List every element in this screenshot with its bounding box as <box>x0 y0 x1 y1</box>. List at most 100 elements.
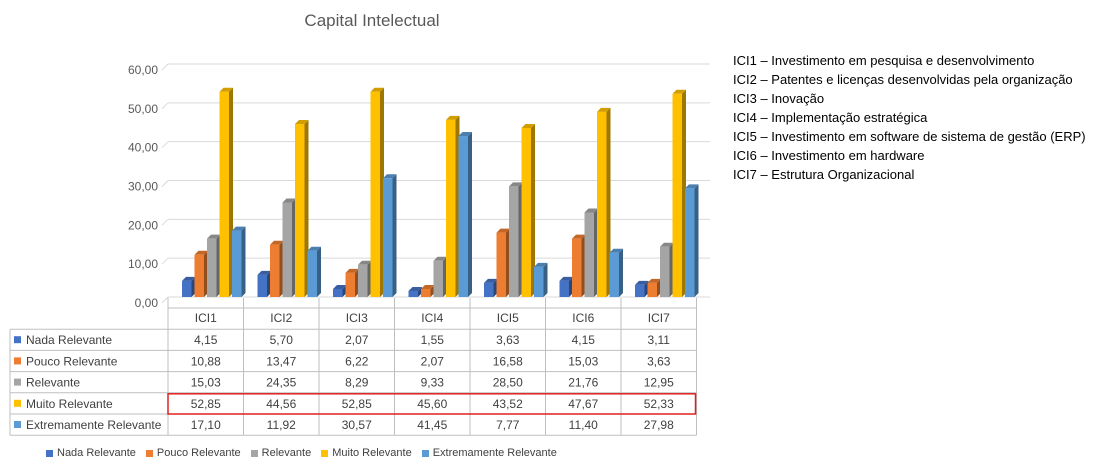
bar-front <box>660 246 670 297</box>
row-swatch <box>14 357 21 365</box>
bar-front <box>559 280 569 297</box>
data-label: 16,58 <box>493 354 523 368</box>
bar-side <box>694 184 699 297</box>
legend-item-muito: Muito Relevante <box>321 447 412 459</box>
note-ici2: ICI2 – Patentes e licenças desenvolvidas… <box>733 72 1073 87</box>
bar-front <box>458 136 468 297</box>
bar-ici6-3 <box>597 107 611 297</box>
row-label: Relevante <box>26 376 80 390</box>
data-label: 44,56 <box>266 397 296 411</box>
legend-item-extremamente: Extremamente Relevante <box>421 447 557 459</box>
y-tick-label: 40,00 <box>128 141 158 155</box>
bar-top <box>635 280 649 285</box>
bar-top <box>333 284 347 289</box>
bar-ici6-0 <box>559 276 573 297</box>
bar-ici3-3 <box>370 87 384 297</box>
bar-ici4-1 <box>421 284 435 297</box>
row-swatch <box>14 421 21 428</box>
data-label: 8,29 <box>345 376 369 390</box>
data-label: 5,70 <box>270 333 294 347</box>
bar-top <box>207 234 221 239</box>
y-tick-label: 50,00 <box>128 102 158 116</box>
bar-front <box>207 238 217 297</box>
bar-ici2-2 <box>282 198 296 297</box>
chart-title: Capital Intelectual <box>304 11 439 30</box>
bar-front <box>282 202 292 297</box>
bar-ici4-4 <box>458 132 472 297</box>
bar-ici3-1 <box>345 268 359 297</box>
row-swatch <box>14 399 21 407</box>
row-label: Pouco Relevante <box>26 354 118 368</box>
y-tick-label: 0,00 <box>135 296 159 310</box>
bar-front <box>232 230 242 297</box>
bar-top <box>345 268 359 273</box>
gridline-depth <box>161 63 169 71</box>
bar-side <box>392 174 397 297</box>
bar-front <box>484 282 494 297</box>
legend-swatch <box>321 449 329 457</box>
row-label: Nada Relevante <box>26 333 112 347</box>
bar-front <box>270 244 280 297</box>
bar-top <box>219 87 233 92</box>
data-label: 52,33 <box>644 397 674 411</box>
bar-ici7-4 <box>685 184 699 297</box>
bar-front <box>295 123 305 297</box>
bar-ici7-2 <box>660 242 674 297</box>
row-swatch <box>14 378 21 386</box>
note-ici5: ICI5 – Investimento em software de siste… <box>733 129 1086 144</box>
legend-label: Muito Relevante <box>332 447 412 459</box>
bar-top <box>534 262 548 267</box>
gridline-depth <box>161 141 169 149</box>
x-tick-label: ICI4 <box>421 311 443 325</box>
bar-front <box>345 272 355 297</box>
bar-top <box>509 182 523 187</box>
legend-swatch <box>250 449 258 457</box>
bar-top <box>672 89 686 94</box>
bar-front <box>433 260 443 297</box>
row-label: Extremamente Relevante <box>26 418 162 432</box>
bar-ici1-2 <box>207 234 221 297</box>
bar-ici4-3 <box>446 115 460 297</box>
bar-front <box>496 232 506 297</box>
legend-swatch <box>145 449 153 457</box>
gridline-depth <box>161 296 169 304</box>
bar-ici2-4 <box>307 246 321 297</box>
legend-swatch <box>421 449 429 457</box>
bar-top <box>484 278 498 283</box>
data-label: 10,88 <box>191 354 221 368</box>
bar-top <box>496 228 510 233</box>
legend-swatch <box>46 449 53 457</box>
bar-ici5-0 <box>484 278 498 297</box>
bar-front <box>358 264 368 297</box>
bar-side <box>468 132 472 297</box>
bar-side <box>241 226 246 297</box>
bar-front <box>421 288 431 297</box>
y-tick-label: 20,00 <box>128 218 158 232</box>
legend-item-pouco: Pouco Relevante <box>145 447 241 459</box>
bar-front <box>307 250 317 297</box>
bar-ici7-1 <box>647 278 661 297</box>
data-label: 13,47 <box>266 354 296 368</box>
bar-front <box>685 188 695 297</box>
data-label: 47,67 <box>568 397 598 411</box>
legend-label: Pouco Relevante <box>156 447 241 459</box>
bar-ici2-0 <box>257 270 271 297</box>
data-label: 15,03 <box>191 376 221 390</box>
bar-ici3-2 <box>358 260 372 297</box>
bar-top <box>559 276 573 281</box>
x-tick-label: ICI2 <box>270 311 292 325</box>
bar-ici7-0 <box>635 280 649 297</box>
bar-side <box>606 107 611 297</box>
bar-ici5-3 <box>521 123 535 297</box>
data-label: 24,35 <box>266 376 296 390</box>
row-label: Muito Relevante <box>26 397 113 411</box>
y-tick-label: 10,00 <box>128 257 158 271</box>
bar-ici1-1 <box>194 250 208 297</box>
category-notes: ICI1 – Investimento em pesquisa e desenv… <box>733 51 1086 184</box>
bar-top <box>446 115 460 120</box>
bar-ici6-2 <box>584 208 598 297</box>
highlight-box <box>167 393 697 415</box>
row-swatch <box>14 336 21 344</box>
legend-label: Nada Relevante <box>57 447 136 459</box>
bar-top <box>458 132 472 137</box>
